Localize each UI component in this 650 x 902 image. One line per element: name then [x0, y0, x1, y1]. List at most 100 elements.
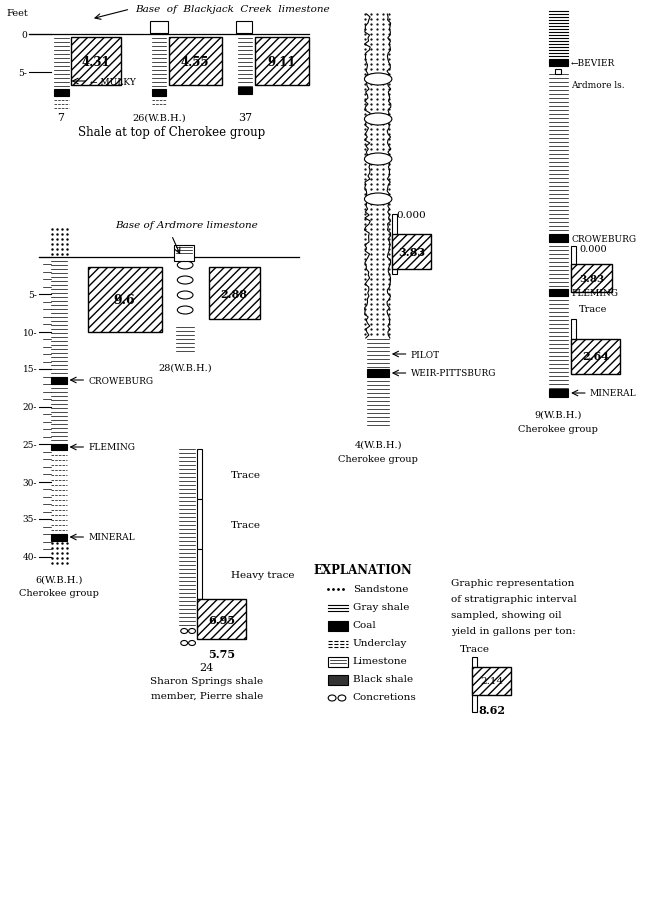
Text: Heavy trace: Heavy trace [231, 570, 294, 579]
Text: 8.62: 8.62 [478, 704, 505, 714]
Text: CROWEBURG: CROWEBURG [88, 376, 153, 385]
Text: 7: 7 [57, 113, 64, 123]
Text: 28(W.B.H.): 28(W.B.H.) [159, 364, 212, 373]
Text: 35-: 35- [23, 515, 37, 524]
Text: 9.6: 9.6 [114, 294, 135, 308]
Text: PILOT: PILOT [411, 350, 439, 359]
Text: 3.83: 3.83 [398, 246, 425, 257]
Text: MINERAL: MINERAL [88, 533, 135, 542]
Bar [197, 549, 202, 599]
Text: 25-: 25- [23, 440, 37, 449]
Text: ← MULKY: ← MULKY [90, 78, 136, 87]
Text: MINERAL: MINERAL [590, 389, 636, 398]
Text: Cherokee group: Cherokee group [338, 454, 418, 463]
Text: 10-: 10- [23, 328, 37, 337]
Bar [472, 658, 477, 713]
Bar [168, 38, 222, 86]
Bar [328, 658, 348, 667]
Text: 30-: 30- [23, 478, 37, 487]
Text: 15-: 15- [23, 365, 37, 374]
Text: yield in gallons per ton:: yield in gallons per ton: [450, 627, 575, 636]
Bar [328, 621, 348, 631]
Bar [51, 534, 66, 541]
Text: FLEMING: FLEMING [88, 443, 135, 452]
Bar [51, 445, 66, 450]
Ellipse shape [181, 629, 188, 634]
Bar [152, 90, 166, 97]
Bar [197, 599, 246, 640]
Text: CROWEBURG: CROWEBURG [571, 235, 636, 244]
Bar [71, 38, 122, 86]
Bar [367, 370, 389, 378]
Ellipse shape [338, 695, 346, 701]
Ellipse shape [365, 114, 392, 126]
Ellipse shape [177, 277, 193, 285]
Bar [549, 290, 568, 297]
Text: Black shale: Black shale [353, 675, 413, 684]
Text: 9(W.B.H.): 9(W.B.H.) [535, 410, 582, 419]
Text: Base of Ardmore limestone: Base of Ardmore limestone [116, 221, 258, 230]
Text: 2.88: 2.88 [220, 288, 248, 299]
Bar [197, 449, 202, 500]
Text: 0: 0 [21, 31, 27, 40]
Bar [549, 390, 568, 398]
Text: 40-: 40- [23, 553, 37, 562]
Ellipse shape [177, 307, 193, 315]
Bar [392, 235, 431, 270]
Ellipse shape [365, 154, 392, 166]
Bar [238, 87, 252, 95]
Ellipse shape [181, 640, 188, 646]
Text: 20-: 20- [23, 403, 37, 412]
Bar [571, 340, 620, 374]
Text: Trace: Trace [579, 305, 607, 314]
Text: 5.75: 5.75 [208, 649, 235, 659]
Text: 3.83: 3.83 [579, 274, 604, 283]
Bar [472, 667, 512, 695]
Text: Underclay: Underclay [353, 639, 407, 648]
Bar [209, 268, 259, 319]
Text: 5-: 5- [29, 290, 37, 299]
Text: Feet: Feet [6, 8, 29, 17]
Bar [549, 60, 568, 67]
Text: 6.95: 6.95 [208, 614, 235, 625]
Text: Trace: Trace [231, 520, 261, 529]
Text: Sandstone: Sandstone [353, 584, 408, 594]
Text: Cherokee group: Cherokee group [19, 588, 99, 597]
Bar [197, 500, 202, 549]
Bar [150, 22, 168, 34]
Bar [571, 264, 612, 292]
Ellipse shape [177, 291, 193, 299]
Text: Trace: Trace [231, 470, 261, 479]
Text: 0.000: 0.000 [396, 210, 426, 219]
Text: of stratigraphic interval: of stratigraphic interval [450, 594, 577, 603]
Bar [392, 215, 396, 275]
Bar [51, 378, 66, 384]
Text: ←BEVIER: ←BEVIER [571, 59, 616, 68]
Text: Shale at top of Cherokee group: Shale at top of Cherokee group [78, 125, 265, 138]
Text: 5-: 5- [19, 69, 27, 78]
Bar [88, 268, 162, 333]
Text: 4.55: 4.55 [181, 55, 209, 69]
Text: member, Pierre shale: member, Pierre shale [151, 691, 263, 700]
Text: sampled, showing oil: sampled, showing oil [450, 611, 562, 620]
Text: 2.64: 2.64 [582, 351, 609, 362]
Ellipse shape [177, 262, 193, 270]
Text: 0.000: 0.000 [579, 245, 606, 254]
Text: 9.11: 9.11 [267, 55, 295, 69]
Bar [571, 319, 576, 374]
Text: Limestone: Limestone [353, 657, 408, 666]
Text: Gray shale: Gray shale [353, 603, 409, 612]
Text: WEIR-PITTSBURG: WEIR-PITTSBURG [411, 369, 496, 378]
Text: Ardmore ls.: Ardmore ls. [571, 80, 625, 89]
Bar [255, 38, 309, 86]
Text: Base  of  Blackjack  Creek  limestone: Base of Blackjack Creek limestone [135, 5, 330, 14]
Text: Graphic representation: Graphic representation [450, 579, 574, 588]
Ellipse shape [365, 194, 392, 206]
Text: 26(W.B.H.): 26(W.B.H.) [132, 114, 185, 123]
Bar [328, 676, 348, 686]
Text: FLEMING: FLEMING [571, 288, 618, 297]
Bar [571, 247, 576, 287]
Text: 37: 37 [238, 113, 252, 123]
Text: EXPLANATION: EXPLANATION [313, 563, 412, 575]
Text: Concretions: Concretions [353, 693, 417, 702]
